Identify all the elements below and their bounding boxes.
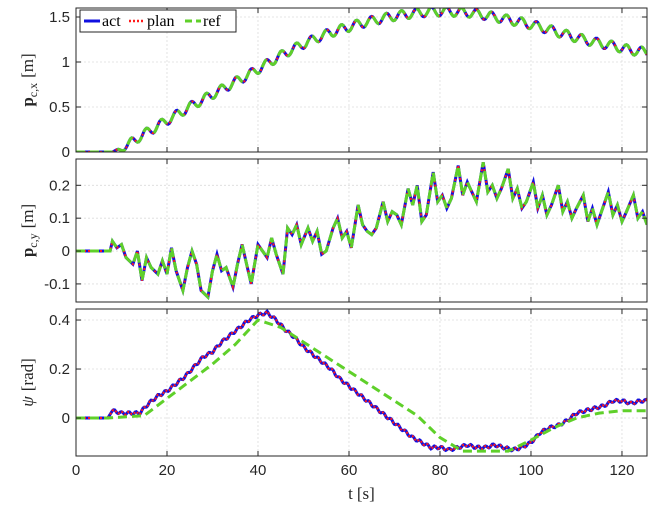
y-tick-label: 1: [62, 54, 70, 71]
x-tick-label: 40: [250, 462, 267, 479]
x-tick-label: 120: [609, 462, 634, 479]
y-tick-label: 0.2: [49, 177, 70, 194]
y-axis-label-sub: c,y: [26, 233, 40, 247]
series-group: [76, 309, 647, 453]
y-tick-label: 0: [62, 144, 70, 161]
y-tick-label: -0.1: [44, 276, 70, 293]
y-axis-label: ψ [rad]: [18, 358, 37, 407]
panel-pcx: 0 0.5 1 1.5 pc,x [m] act plan ref: [18, 7, 648, 161]
y-axis-label-unit: [rad]: [18, 358, 37, 391]
y-axis-label: pc,y [m]: [18, 204, 40, 257]
y-axis-label-unit: [m]: [18, 204, 37, 229]
y-axis-label-sub: c,x: [26, 83, 40, 97]
panel-psi: 0 0.2 0.4 0 20 40 60 80 100 120 ψ [rad] t [s]: [18, 308, 648, 503]
axes-frame: [75, 7, 648, 153]
series-group: [76, 162, 647, 301]
x-tick-label: 100: [518, 462, 543, 479]
y-tick-label: 0: [62, 243, 70, 260]
y-axis-label-unit: [m]: [18, 53, 37, 78]
x-axis-label: t [s]: [348, 484, 375, 503]
plot-area: [76, 159, 647, 302]
y-axis-label: pc,x [m]: [18, 53, 40, 106]
y-axis-label-main: p: [18, 97, 37, 106]
axes-frame: [75, 158, 648, 303]
y-tick-label: 0.5: [49, 99, 70, 116]
y-tick-label: 1.5: [49, 9, 70, 26]
legend-box: [79, 9, 237, 33]
series-ref: [76, 162, 647, 301]
legend-label-plan: plan: [147, 13, 175, 30]
x-axis-label-unit: [s]: [357, 484, 375, 503]
x-tick-label: 80: [432, 462, 449, 479]
legend: act plan ref: [79, 9, 237, 33]
y-tick-label: 0.2: [49, 361, 70, 378]
series-group: [76, 8, 647, 152]
legend-label-ref: ref: [203, 13, 221, 30]
x-tick-label: 20: [159, 462, 176, 479]
panel-pcy: -0.1 0 0.1 0.2 pc,y [m]: [18, 158, 648, 303]
series-plan: [76, 309, 647, 452]
legend-label-act: act: [102, 13, 121, 30]
y-tick-label: 0.4: [49, 312, 70, 329]
x-tick-label: 0: [72, 462, 80, 479]
y-axis-label-main: ψ: [18, 396, 37, 407]
y-tick-label: 0.1: [49, 210, 70, 227]
axes-frame: [75, 308, 648, 457]
plot-area: [76, 309, 647, 456]
x-tick-label: 60: [341, 462, 358, 479]
y-tick-label: 0: [62, 410, 70, 427]
y-axis-label-main: p: [18, 248, 37, 257]
x-axis-label-main: t: [348, 484, 353, 503]
series-ref: [76, 8, 647, 152]
